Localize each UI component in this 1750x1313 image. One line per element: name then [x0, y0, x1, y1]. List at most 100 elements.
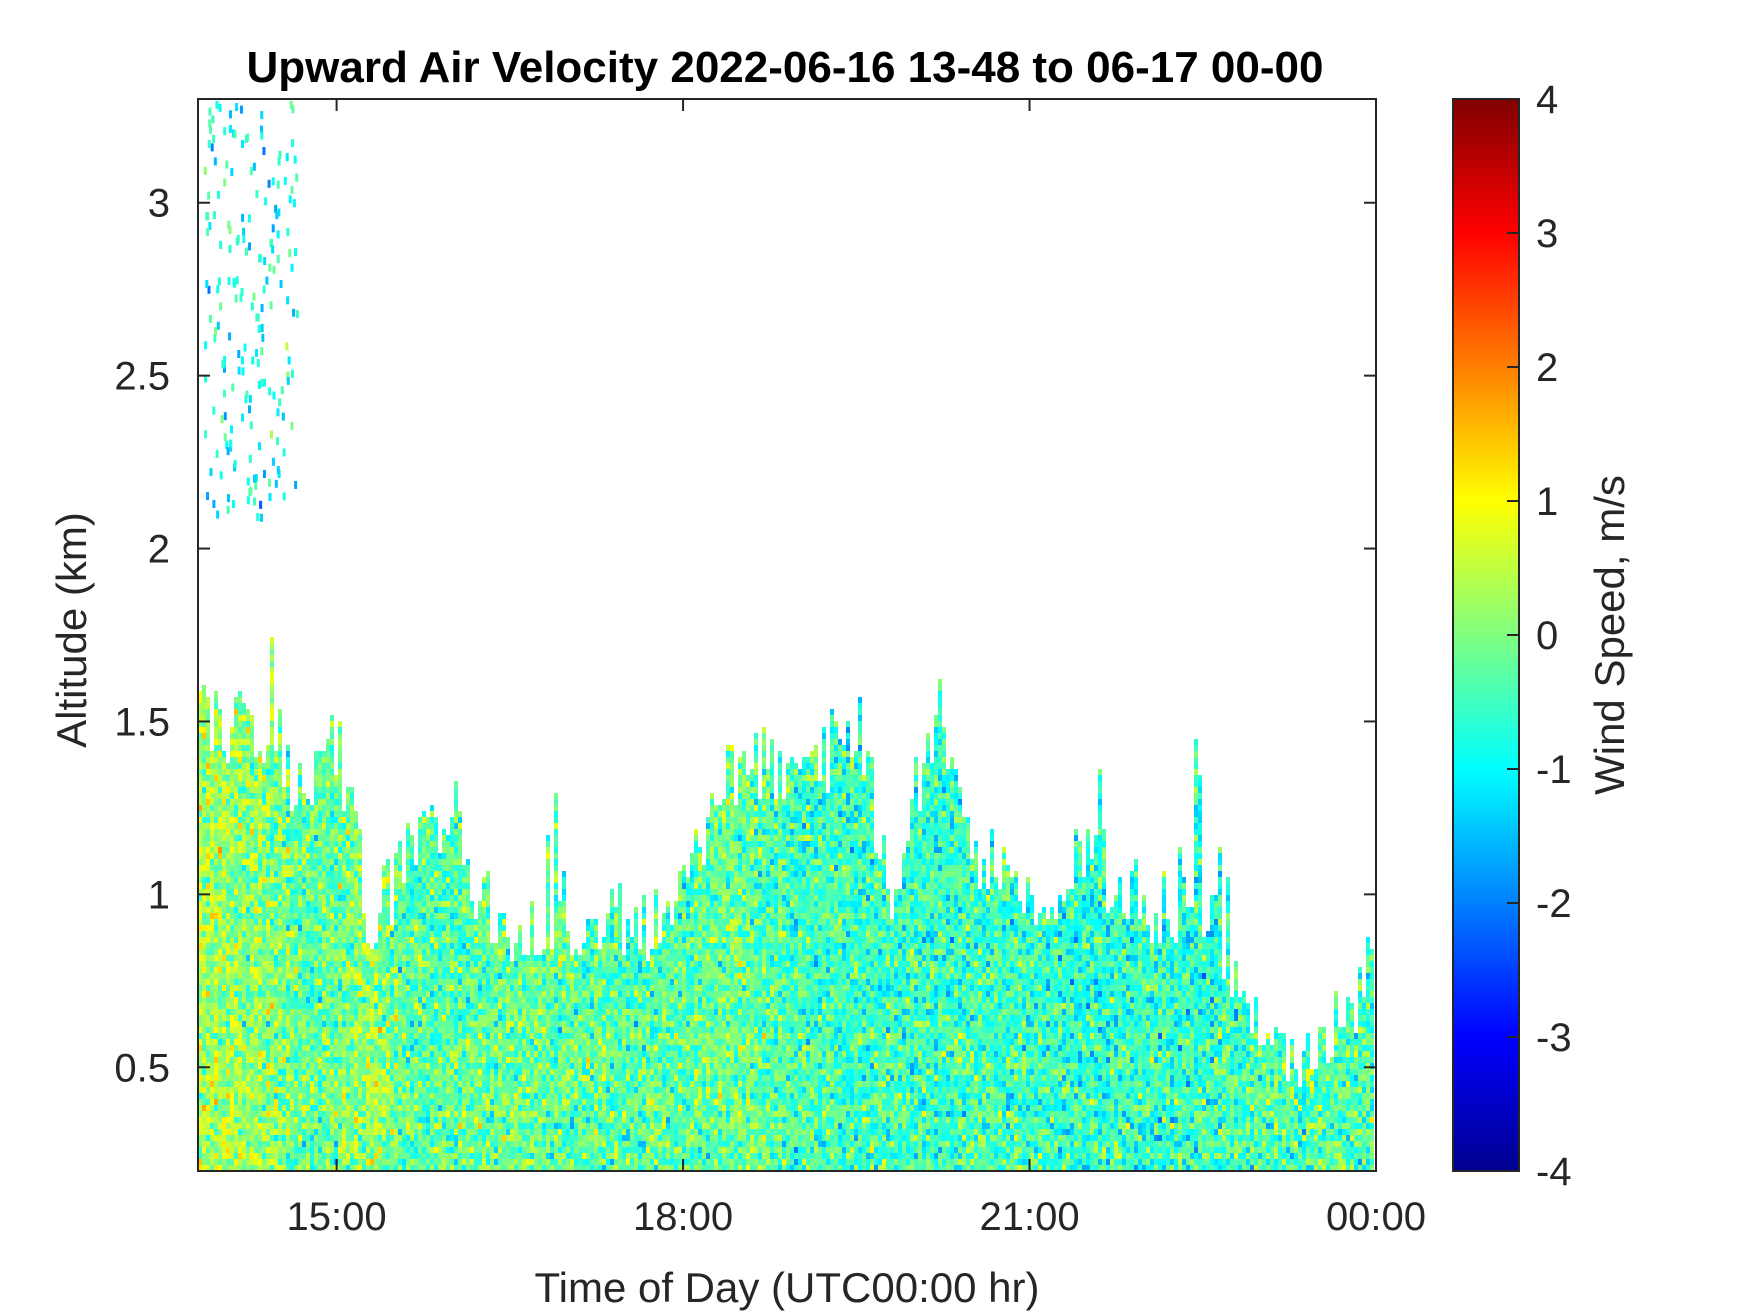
heatmap-cell: [410, 841, 414, 847]
heatmap-cell: [410, 1051, 414, 1057]
heatmap-cell: [242, 1147, 246, 1153]
heatmap-cell: [274, 985, 278, 991]
heatmap-cell: [278, 889, 282, 895]
heatmap-cell: [326, 1075, 330, 1081]
heatmap-cell: [222, 949, 226, 955]
heatmap-cell: [246, 733, 250, 739]
heatmap-cell: [398, 1093, 402, 1099]
heatmap-cell: [282, 1045, 286, 1051]
heatmap-cell: [242, 727, 246, 733]
heatmap-cell: [246, 775, 250, 781]
heatmap-cell: [382, 1165, 386, 1171]
heatmap-cell: [242, 733, 246, 739]
heatmap-cell: [330, 769, 334, 775]
heatmap-cell: [498, 1039, 502, 1045]
heatmap-cell: [422, 817, 426, 823]
heatmap-cell: [378, 949, 382, 955]
heatmap-cell: [402, 979, 406, 985]
heatmap-cell: [294, 1093, 298, 1099]
heatmap-cell: [510, 1147, 514, 1153]
heatmap-cell: [226, 769, 230, 775]
heatmap-cell: [206, 985, 210, 991]
heatmap-cell: [234, 1153, 238, 1159]
heatmap-cell: [258, 805, 262, 811]
heatmap-cell: [342, 1165, 346, 1171]
heatmap-cell: [198, 1087, 202, 1093]
heatmap-cell: [250, 1057, 254, 1063]
heatmap-cell: [238, 895, 242, 901]
heatmap-cell: [294, 1015, 298, 1021]
heatmap-cell: [222, 1075, 226, 1081]
heatmap-cell: [254, 1117, 258, 1123]
heatmap-cell: [398, 1003, 402, 1009]
heatmap-cell: [338, 1165, 342, 1171]
heatmap-cell: [198, 973, 202, 979]
heatmap-cell: [202, 889, 206, 895]
heatmap-cell: [262, 859, 266, 865]
heatmap-cell: [414, 1117, 418, 1123]
heatmap-cell: [534, 1159, 538, 1165]
heatmap-cell: [326, 745, 330, 751]
heatmap-cell: [214, 769, 218, 775]
heatmap-cell: [494, 1111, 498, 1117]
heatmap-cell: [214, 1039, 218, 1045]
heatmap-cell: [478, 973, 482, 979]
heatmap-cell: [242, 1129, 246, 1135]
heatmap-cell: [222, 1057, 226, 1063]
heatmap-cell: [370, 1015, 374, 1021]
heatmap-cell: [214, 871, 218, 877]
heatmap-cell: [422, 1129, 426, 1135]
heatmap-cell: [262, 943, 266, 949]
heatmap-cell: [326, 1159, 330, 1165]
heatmap-cell: [402, 1033, 406, 1039]
heatmap-cell: [310, 1027, 314, 1033]
heatmap-cell: [358, 1129, 362, 1135]
heatmap-cell: [330, 817, 334, 823]
heatmap-cell: [230, 991, 234, 997]
heatmap-cell: [478, 907, 482, 913]
heatmap-cell: [434, 919, 438, 925]
heatmap-cell: [346, 871, 350, 877]
heatmap-cell: [442, 841, 446, 847]
heatmap-cell: [454, 1117, 458, 1123]
heatmap-cell: [474, 1051, 478, 1057]
heatmap-cell: [218, 757, 222, 763]
heatmap-cell: [330, 1075, 334, 1081]
heatmap-cell: [278, 895, 282, 901]
heatmap-cell: [530, 931, 534, 937]
heatmap-cell: [206, 697, 210, 703]
heatmap-cell: [338, 1045, 342, 1051]
heatmap-cell: [306, 973, 310, 979]
heatmap-cell: [238, 931, 242, 937]
heatmap-cell: [294, 1111, 298, 1117]
heatmap-cell: [334, 1141, 338, 1147]
heatmap-cell: [446, 865, 450, 871]
heatmap-cell: [402, 949, 406, 955]
heatmap-cell: [458, 1003, 462, 1009]
heatmap-cell: [342, 1093, 346, 1099]
heatmap-cell: [322, 757, 326, 763]
heatmap-cell: [270, 1147, 274, 1153]
heatmap-cell: [222, 757, 226, 763]
heatmap-cell: [282, 973, 286, 979]
heatmap-cell: [294, 955, 298, 961]
heatmap-cell: [270, 1063, 274, 1069]
heatmap-cell: [354, 961, 358, 967]
heatmap-cell: [346, 1153, 350, 1159]
heatmap-cell: [218, 1093, 222, 1099]
heatmap-cell: [418, 1069, 422, 1075]
heatmap-cell: [406, 1087, 410, 1093]
heatmap-cell: [434, 1015, 438, 1021]
heatmap-cell: [286, 781, 290, 787]
heatmap-cell: [486, 1057, 490, 1063]
heatmap-cell: [238, 739, 242, 745]
heatmap-cell: [298, 1123, 302, 1129]
heatmap-cell: [354, 967, 358, 973]
heatmap-cell: [266, 1081, 270, 1087]
heatmap-cell: [426, 1135, 430, 1141]
heatmap-cell: [218, 1087, 222, 1093]
heatmap-cell: [202, 691, 206, 697]
heatmap-cell: [198, 715, 202, 721]
heatmap-cell: [458, 1081, 462, 1087]
heatmap-cell: [198, 745, 202, 751]
